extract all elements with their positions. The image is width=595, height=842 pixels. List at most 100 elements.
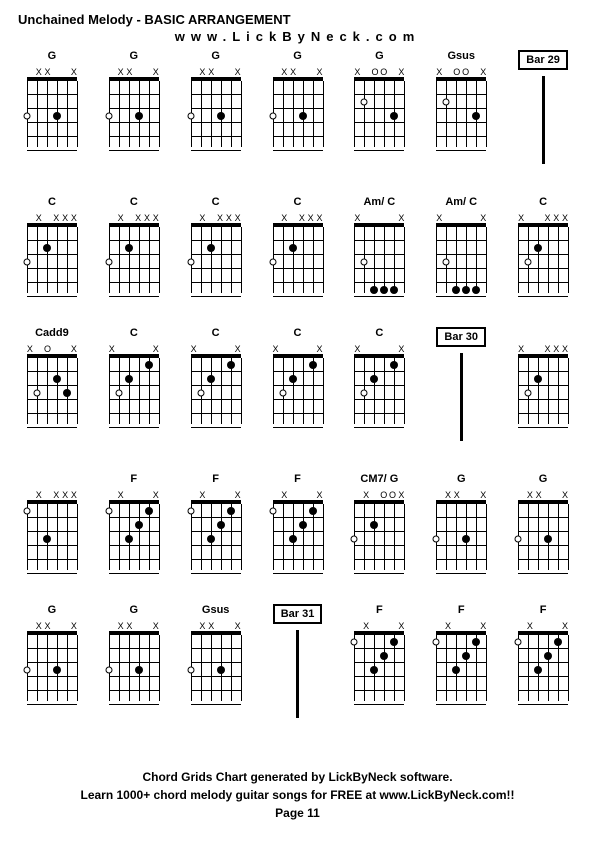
fretboard: XX <box>271 488 325 572</box>
finger-dot <box>299 112 307 120</box>
chord-row: XXXXFXXFXXFXXCM7/ GXOOXGXXXGXXX <box>18 473 577 572</box>
chord-diagram: GXOOX <box>345 50 413 164</box>
nut-markers: XXX <box>25 65 79 77</box>
string-marker: X <box>315 214 323 223</box>
nut-markers: XXX <box>434 488 488 500</box>
string-marker: X <box>397 214 405 223</box>
chord-diagram: CXX <box>182 327 250 441</box>
string-marker: X <box>289 68 297 77</box>
string-marker: X <box>526 622 534 631</box>
string-marker: X <box>35 622 43 631</box>
fret-grid <box>518 631 568 701</box>
nut-markers: XX <box>352 619 406 631</box>
nut-markers: XXX <box>107 619 161 631</box>
finger-dot <box>309 361 317 369</box>
string-marker: X <box>152 491 160 500</box>
chord-diagram: Am/ CXX <box>427 196 495 295</box>
finger-dot <box>145 507 153 515</box>
fretboard: XX <box>352 211 406 295</box>
string-marker: X <box>134 214 142 223</box>
fret-grid <box>436 77 486 147</box>
bar-line <box>542 76 545 164</box>
chord-diagram: CXX <box>345 327 413 441</box>
string-marker: X <box>234 622 242 631</box>
string-marker: X <box>535 491 543 500</box>
finger-dot <box>135 521 143 529</box>
chord-name: G <box>457 473 466 487</box>
string-marker: X <box>207 68 215 77</box>
string-marker: X <box>152 214 160 223</box>
string-marker: X <box>280 68 288 77</box>
finger-dot <box>472 638 480 646</box>
root-note-dot <box>105 113 112 120</box>
string-marker: X <box>552 345 560 354</box>
finger-dot <box>207 244 215 252</box>
finger-dot <box>309 507 317 515</box>
nut-markers: XXXX <box>25 488 79 500</box>
chord-diagram: GsusXXX <box>182 604 250 718</box>
fret-grid <box>191 500 241 570</box>
bar-label: Bar 31 <box>273 604 323 624</box>
chord-diagram: CXXXX <box>264 196 332 295</box>
nut-markers: XXX <box>189 65 243 77</box>
chord-name: Am/ C <box>445 196 477 210</box>
string-marker: X <box>526 491 534 500</box>
fretboard: XXXX <box>271 211 325 295</box>
string-marker: X <box>234 491 242 500</box>
finger-dot <box>125 535 133 543</box>
bar-label: Bar 30 <box>436 327 486 347</box>
chord-name: C <box>539 196 547 210</box>
fret-grid <box>518 500 568 570</box>
fret-grid <box>27 354 77 424</box>
string-marker: X <box>444 622 452 631</box>
finger-dot <box>217 112 225 120</box>
finger-dot <box>462 286 470 294</box>
root-note-dot <box>433 639 440 646</box>
chord-diagram: CXXXX <box>182 196 250 295</box>
chord-name: C <box>294 196 302 210</box>
finger-dot <box>390 638 398 646</box>
fret-grid <box>109 354 159 424</box>
nut-markers: XXX <box>25 619 79 631</box>
bar-label: Bar 29 <box>518 50 568 70</box>
finger-dot <box>289 535 297 543</box>
string-marker: X <box>234 68 242 77</box>
footer-page: Page 11 <box>0 804 595 822</box>
string-marker: X <box>353 214 361 223</box>
chord-diagram: GXXX <box>100 604 168 718</box>
fret-grid <box>436 500 486 570</box>
string-marker: X <box>152 622 160 631</box>
string-marker: X <box>61 214 69 223</box>
chord-name: F <box>376 604 383 618</box>
finger-dot <box>289 375 297 383</box>
finger-dot <box>554 638 562 646</box>
fretboard: XXX <box>434 488 488 572</box>
finger-dot <box>63 389 71 397</box>
fretboard: XXX <box>189 619 243 703</box>
string-marker: O <box>44 345 52 354</box>
string-marker: X <box>298 214 306 223</box>
chord-name: C <box>48 196 56 210</box>
chord-diagram: CXX <box>100 327 168 441</box>
nut-markers: XXXX <box>516 342 570 354</box>
string-marker: X <box>362 622 370 631</box>
chord-diagram: FXX <box>345 604 413 718</box>
chord-diagram: GXXX <box>18 50 86 164</box>
chord-diagram: CXX <box>264 327 332 441</box>
chord-diagram: XXXX <box>18 473 86 572</box>
chord-diagram: GXXX <box>427 473 495 572</box>
string-marker: X <box>397 68 405 77</box>
fret-grid <box>109 77 159 147</box>
fretboard: XX <box>352 342 406 426</box>
string-marker: X <box>70 345 78 354</box>
chord-name: G <box>375 50 384 64</box>
chord-name: Gsus <box>447 50 475 64</box>
finger-dot <box>207 375 215 383</box>
nut-markers: XXX <box>107 65 161 77</box>
finger-dot <box>53 375 61 383</box>
nut-markers: XX <box>352 342 406 354</box>
fretboard: XX <box>271 342 325 426</box>
string-marker: X <box>117 68 125 77</box>
root-note-dot <box>197 390 204 397</box>
finger-dot <box>227 361 235 369</box>
